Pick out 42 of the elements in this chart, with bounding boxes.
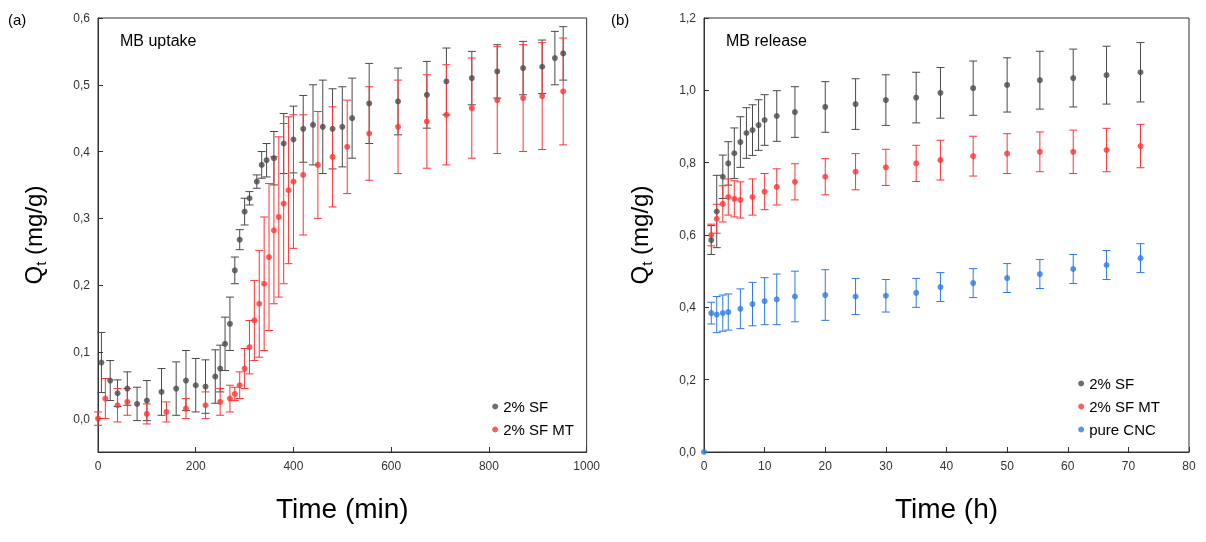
x-tick-label: 80 <box>1182 459 1196 473</box>
y-tick-label: 0,0 <box>679 445 697 459</box>
x-tick-label: 60 <box>1061 459 1075 473</box>
y-tick-label: 0,4 <box>679 300 697 315</box>
y-tick-label: 0,1 <box>73 344 91 359</box>
legend-label: 2% SF <box>1089 375 1135 392</box>
x-tick-label: 0 <box>700 459 708 473</box>
y-tick-label: 0,2 <box>73 278 91 293</box>
x-tick-label: 10 <box>757 459 772 473</box>
x-tick-label: 0 <box>94 459 102 473</box>
y-tick-label: 0,6 <box>679 228 697 242</box>
legend-label: 2% SF MT <box>1089 398 1160 415</box>
x-tick-label: 800 <box>478 459 500 473</box>
y-tick-label: 0,3 <box>73 211 91 226</box>
y-tick-label: 0,0 <box>73 411 91 426</box>
x-tick-label: 40 <box>939 459 954 473</box>
annotation: MB uptake <box>120 31 197 49</box>
x-axis-title: Time (h) <box>894 492 999 524</box>
y-tick-label: 1,2 <box>679 11 697 25</box>
x-tick-label: 200 <box>185 459 207 473</box>
x-tick-label: 70 <box>1121 459 1136 473</box>
x-axis-title: Time (min) <box>275 492 409 524</box>
x-tick-label: 1000 <box>573 459 601 473</box>
y-tick-label: 0,5 <box>73 77 91 92</box>
legend-label: pure CNC <box>1089 421 1157 438</box>
y-axis-title: Qt (mg/g) <box>20 185 49 285</box>
y-tick-label: 0,4 <box>73 144 91 159</box>
legend-label: 2% SF MT <box>503 421 574 438</box>
legend-label: 2% SF <box>503 398 549 415</box>
x-tick-label: 600 <box>381 459 402 473</box>
y-tick-label: 0,6 <box>73 11 91 25</box>
annotation: MB release <box>726 31 808 49</box>
y-tick-label: 0,8 <box>679 155 697 170</box>
x-tick-label: 30 <box>879 459 893 473</box>
y-axis-title: Qt (mg/g) <box>626 185 655 285</box>
x-tick-label: 50 <box>1000 459 1015 473</box>
y-tick-label: 1,0 <box>679 83 697 98</box>
text: (a) <box>8 11 27 28</box>
y-tick-label: 0,2 <box>679 372 697 387</box>
x-tick-label: 20 <box>818 459 833 473</box>
text: (b) <box>611 11 630 28</box>
x-tick-label: 400 <box>283 459 304 473</box>
